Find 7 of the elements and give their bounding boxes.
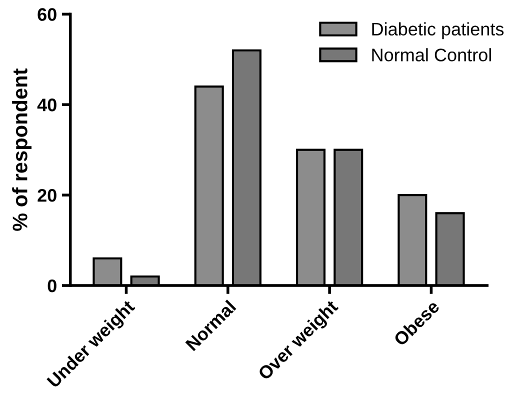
y-tick-label: 0	[48, 279, 56, 292]
legend-label: Normal Control	[372, 48, 491, 62]
y-tick-label: 40	[37, 98, 56, 112]
y-tick-label: 20	[38, 189, 56, 202]
y-axis-title: % of respondent	[12, 68, 32, 231]
y-tick-label: 60	[38, 8, 56, 21]
legend-label: Diabetic patients	[372, 22, 504, 40]
